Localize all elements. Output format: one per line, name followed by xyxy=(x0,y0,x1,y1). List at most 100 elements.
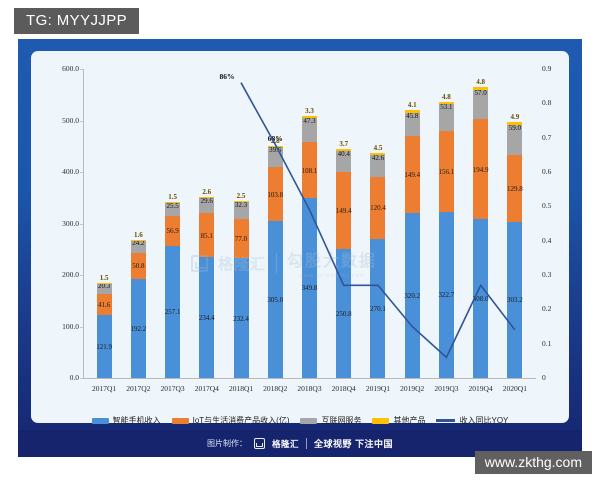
bar-segment[interactable] xyxy=(404,110,420,113)
y-axis-line xyxy=(83,69,84,378)
legend-item[interactable]: 智能手机收入 xyxy=(91,415,161,426)
bar-group[interactable]: 308.0 194.9 57.0 4.8 xyxy=(473,69,489,378)
bar-segment[interactable] xyxy=(438,101,454,105)
bar-segment[interactable] xyxy=(165,245,181,378)
y2-axis-tick-label: 0.5 xyxy=(542,201,552,211)
legend-color-swatch xyxy=(300,417,318,424)
bar-value-label: 2.8 xyxy=(270,136,280,145)
bar-segment[interactable] xyxy=(370,152,386,155)
bar-segment[interactable] xyxy=(165,202,181,204)
bar-group[interactable]: 305.0 103.8 39.6 2.8 xyxy=(267,69,283,378)
bar-segment[interactable] xyxy=(473,87,489,90)
bar-value-label: 45.8 xyxy=(406,111,419,120)
y-axis-tick-label: 300.0 xyxy=(62,218,79,228)
y2-axis-tick-label: 0.6 xyxy=(542,167,552,176)
legend-color-swatch xyxy=(372,417,390,424)
bar-segment[interactable] xyxy=(267,145,283,148)
bar-segment[interactable] xyxy=(199,213,215,258)
legend-label: IoT与生活消费产品收入(亿) xyxy=(192,416,290,425)
bar-segment[interactable] xyxy=(233,200,249,203)
bar-segment[interactable] xyxy=(507,122,523,125)
bar-segment[interactable] xyxy=(130,252,146,280)
bar-segment[interactable] xyxy=(96,293,112,316)
footer-logo-icon xyxy=(253,438,265,449)
bar-value-label: 24.2 xyxy=(132,239,145,248)
bar-segment[interactable] xyxy=(96,282,112,284)
y2-axis-tick-label: 0 xyxy=(542,373,546,382)
bar-group[interactable]: 322.7 156.1 53.1 4.8 xyxy=(439,69,454,378)
legend-color-swatch xyxy=(91,417,109,424)
footer-made-by-label: 图片制作： xyxy=(206,439,247,448)
bar-value-label: 103.8 xyxy=(267,190,284,199)
y-axis-tick xyxy=(80,69,83,70)
chart-legend: 智能手机收入 IoT与生活消费产品收入(亿) 互联网服务 其他产品 收入同比YOY xyxy=(18,415,582,426)
bar-segment[interactable] xyxy=(96,315,112,378)
bar-segment[interactable] xyxy=(199,257,215,378)
y-axis-tick xyxy=(80,223,83,225)
poster-card: 格隆汇 勾股大数据 www.gelonghui.com 0.0 100.0 200.… xyxy=(18,39,582,457)
bar-group[interactable]: 303.2 129.8 59.0 4.9 xyxy=(507,69,523,378)
y-axis-tick-label: 500.0 xyxy=(62,115,79,125)
bar-value-label: 53.1 xyxy=(440,103,453,112)
legend-item[interactable]: 其他产品 xyxy=(372,415,425,426)
legend-item[interactable]: IoT与生活消费产品收入(亿) xyxy=(171,415,290,426)
bar-segment[interactable] xyxy=(165,216,181,246)
bar-value-label: 3.3 xyxy=(305,107,314,116)
bar-segment[interactable] xyxy=(96,283,112,294)
x-axis-tick-label: 2018Q2 xyxy=(263,384,288,393)
legend-label: 收入同比YOY xyxy=(459,416,509,425)
legend-item[interactable]: 互联网服务 xyxy=(300,415,361,426)
y-axis-tick xyxy=(80,120,83,122)
bar-value-label: 192.2 xyxy=(130,325,147,334)
bar-value-label: 120.4 xyxy=(370,204,386,213)
bar-group[interactable]: 232.4 77.0 32.3 2.5 xyxy=(233,69,249,378)
bar-group[interactable]: 250.8 149.4 40.4 3.7 xyxy=(336,69,352,378)
y-axis-tick-label: 0.0 xyxy=(69,373,79,382)
bar-value-label: 56.9 xyxy=(166,227,179,236)
bar-value-label: 47.3 xyxy=(303,116,316,125)
bar-segment[interactable] xyxy=(336,149,352,152)
bar-value-label: 349.8 xyxy=(301,284,318,293)
bar-value-label: 50.8 xyxy=(132,262,145,271)
bar-segment[interactable] xyxy=(130,240,146,253)
bar-group[interactable]: 192.2 50.8 24.2 1.6 xyxy=(130,69,146,378)
y2-axis-tick-label: 0.3 xyxy=(542,270,552,279)
bar-value-label: 57.0 xyxy=(474,88,487,97)
bar-value-label: 121.9 xyxy=(96,343,112,352)
bar-segment[interactable] xyxy=(199,198,215,214)
bar-value-label: 77.0 xyxy=(234,235,248,243)
legend-item[interactable]: 收入同比YOY xyxy=(436,415,508,426)
x-axis-tick-label: 2017Q3 xyxy=(160,384,185,393)
y-axis-tick xyxy=(80,275,83,276)
bar-segment[interactable] xyxy=(302,116,317,118)
footer-brand: 格隆汇 xyxy=(271,438,299,449)
bar-value-label: 305.0 xyxy=(267,295,284,304)
bar-value-label: 194.9 xyxy=(472,165,489,174)
bar-group[interactable]: 270.1 120.4 42.6 4.5 xyxy=(370,69,386,378)
x-axis-tick-label: 2017Q1 xyxy=(92,384,117,393)
y-axis-tick-label: 600.0 xyxy=(62,64,79,73)
bar-group[interactable]: 349.8 108.1 47.3 3.3 xyxy=(302,69,317,378)
bar-group[interactable]: 121.9 41.6 20.3 1.5 xyxy=(96,69,112,378)
bar-segment[interactable] xyxy=(130,279,146,378)
bar-segment[interactable] xyxy=(199,196,215,199)
bar-group[interactable]: 257.1 56.9 25.5 1.5 xyxy=(165,69,180,378)
y-axis-tick-label: 400.0 xyxy=(62,167,79,176)
x-axis-tick-label: 2019Q2 xyxy=(400,384,425,393)
bar-value-label: 85.1 xyxy=(200,231,213,240)
bar-value-label: 4.5 xyxy=(373,143,383,152)
bar-group[interactable]: 320.2 149.4 45.8 4.1 xyxy=(404,69,420,378)
x-axis-tick-label: 2019Q3 xyxy=(434,384,459,393)
y-axis-tick-label: 100.0 xyxy=(62,321,79,331)
yoy-value-label: 86% xyxy=(219,71,235,81)
bar-segment[interactable] xyxy=(165,203,181,217)
footer-divider xyxy=(306,438,307,449)
bar-segment[interactable] xyxy=(130,239,146,241)
x-axis-tick-label: 2018Q4 xyxy=(331,384,356,393)
bar-series-container: 121.9 41.6 20.3 1.5 192.2 50.8 24.2 1.6 257.1 56.… xyxy=(31,51,569,423)
bar-value-label: 4.8 xyxy=(476,78,486,87)
bar-value-label: 59.0 xyxy=(508,123,521,132)
chart-panel: 格隆汇 勾股大数据 www.gelonghui.com 0.0 100.0 200.… xyxy=(31,51,569,423)
bar-group[interactable]: 234.4 85.1 29.6 2.6 xyxy=(199,69,215,378)
